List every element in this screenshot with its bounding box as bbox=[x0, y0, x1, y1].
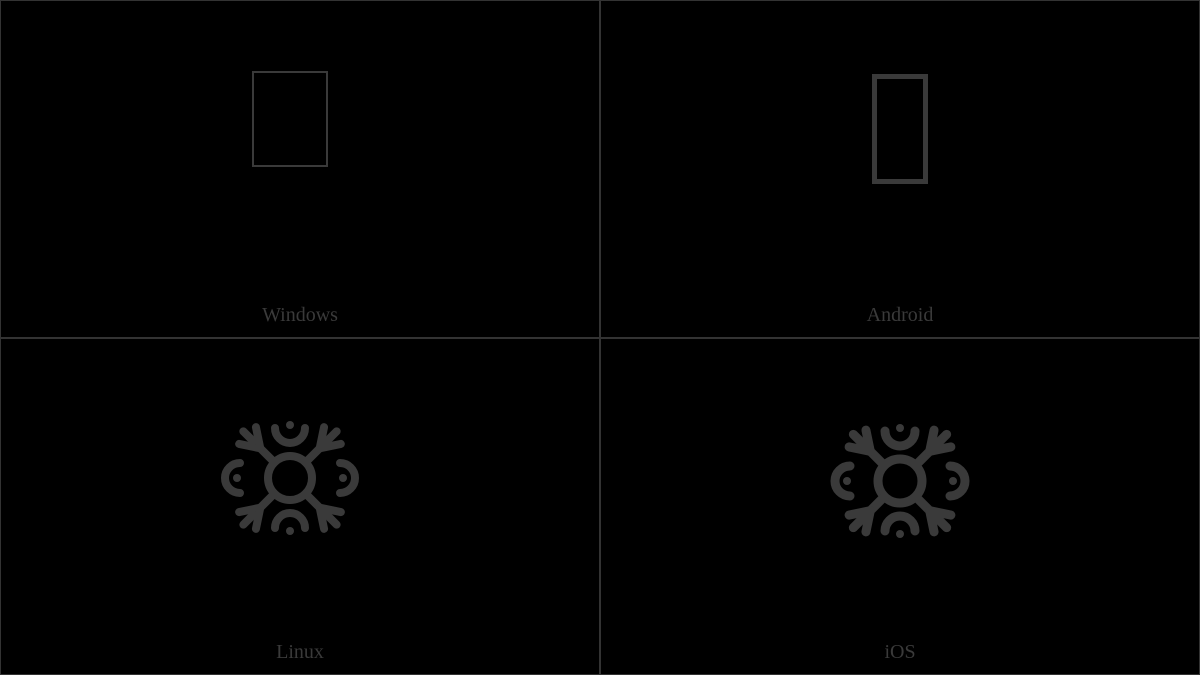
cell-android: Android bbox=[600, 0, 1200, 338]
ornament-glyph-icon bbox=[215, 403, 365, 553]
glyph-ios bbox=[601, 339, 1199, 675]
platform-label-linux: Linux bbox=[1, 641, 599, 664]
ornament-glyph-icon bbox=[825, 406, 975, 556]
platform-label-windows: Windows bbox=[1, 304, 599, 327]
cell-ios: iOS bbox=[600, 338, 1200, 675]
tofu-box-icon bbox=[872, 74, 928, 184]
glyph-grid: Windows Android Linux iOS bbox=[0, 0, 1200, 675]
cell-linux: Linux bbox=[0, 338, 600, 675]
tofu-box-icon bbox=[252, 71, 328, 167]
glyph-linux bbox=[1, 339, 599, 675]
platform-label-android: Android bbox=[601, 304, 1199, 327]
cell-windows: Windows bbox=[0, 0, 600, 338]
glyph-android bbox=[601, 1, 1199, 337]
glyph-windows bbox=[1, 1, 599, 337]
platform-label-ios: iOS bbox=[601, 641, 1199, 664]
